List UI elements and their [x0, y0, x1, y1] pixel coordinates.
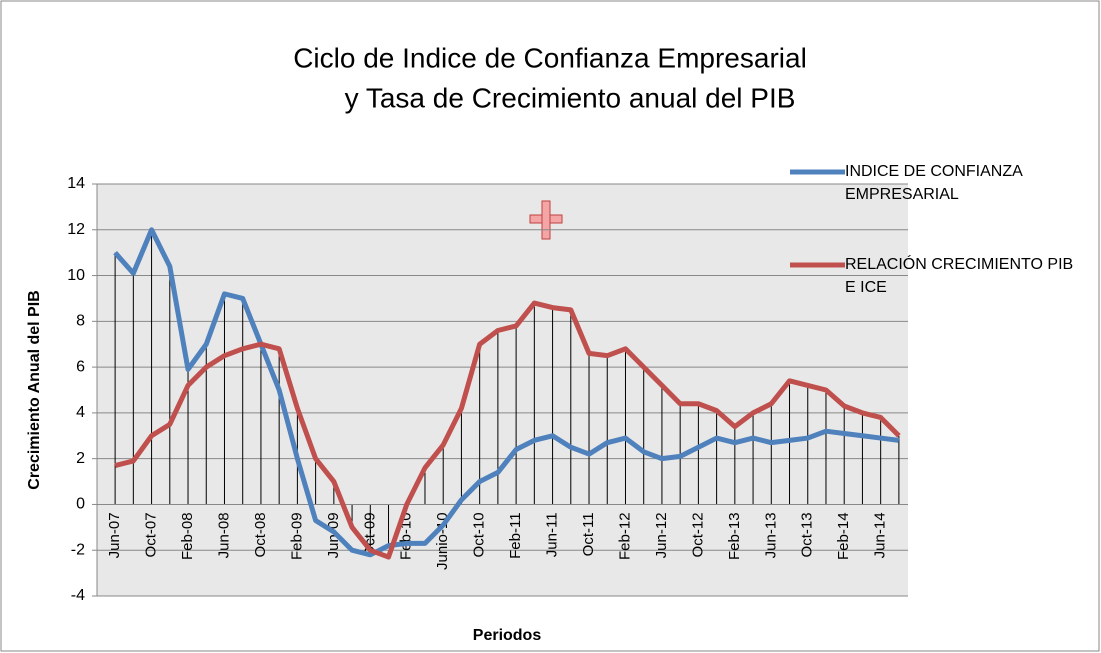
chart-title: y Tasa de Crecimiento anual del PIB	[345, 82, 796, 113]
x-tick-label: Oct-11	[580, 512, 597, 556]
y-tick-label: 12	[67, 221, 85, 238]
y-tick-label: -2	[71, 541, 85, 558]
legend-label: RELACIÓN CRECIMIENTO PIB E ICE	[845, 256, 1074, 296]
y-tick-label: 2	[76, 450, 85, 467]
x-tick-label: Jun-13	[762, 512, 779, 558]
y-tick-label: 0	[76, 496, 85, 513]
x-tick-label: Oct-13	[799, 512, 816, 557]
cursor-icon	[529, 200, 563, 240]
y-tick-label: 6	[76, 358, 85, 375]
x-tick-label: Feb-13	[726, 512, 743, 560]
y-tick-label: 10	[67, 267, 85, 284]
x-tick-label: Feb-08	[179, 512, 196, 560]
x-tick-label: Feb-11	[507, 512, 524, 558]
chart-title: Ciclo de Indice de Confianza Empresarial	[293, 42, 807, 73]
x-tick-label: Feb-09	[288, 512, 305, 560]
y-tick-label: 8	[76, 313, 85, 330]
x-tick-label: Feb-12	[616, 512, 633, 560]
x-tick-label: Oct-10	[471, 512, 488, 557]
x-tick-label: Jun-09	[325, 512, 342, 558]
x-tick-label: Jun-07	[106, 512, 123, 558]
y-tick-label: 4	[76, 404, 85, 421]
legend-label: INDICE DE CONFIANZA EMPRESARIAL	[845, 163, 1022, 203]
x-tick-label: Jun-08	[215, 512, 232, 558]
y-tick-label: 14	[67, 175, 85, 192]
series-line	[114, 300, 901, 560]
x-tick-label: Oct-07	[143, 512, 160, 557]
x-tick-label: Jun-12	[653, 512, 670, 558]
plot-area	[97, 184, 908, 596]
x-tick-label: Jun-11	[544, 512, 561, 557]
y-tick-label: -4	[71, 587, 85, 604]
x-tick-label: Oct-08	[252, 512, 269, 557]
series-line	[113, 227, 900, 558]
y-axis-title: Crecimiento Anual del PIB	[26, 290, 43, 489]
x-tick-label: Feb-14	[835, 512, 852, 560]
x-tick-label: Jun-14	[872, 512, 889, 558]
x-axis-title: Periodos	[473, 627, 542, 644]
x-tick-label: Oct-12	[689, 512, 706, 557]
